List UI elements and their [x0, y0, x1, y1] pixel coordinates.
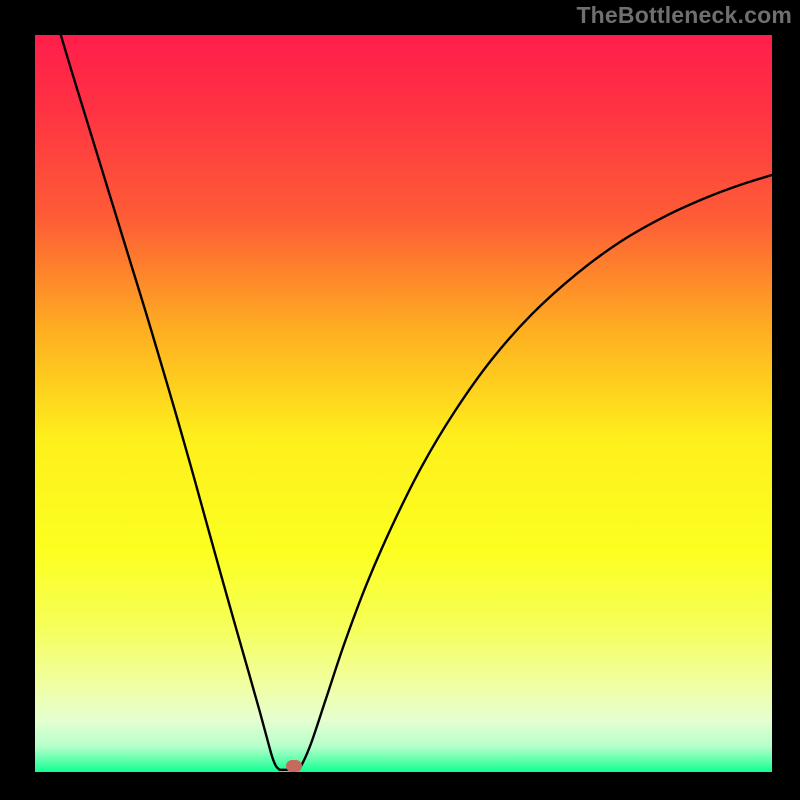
watermark-text: TheBottleneck.com: [576, 2, 792, 29]
plot-area: [35, 35, 772, 772]
curve-left-branch: [61, 35, 280, 770]
curve-right-branch: [297, 175, 772, 770]
chart-container: TheBottleneck.com: [0, 0, 800, 800]
optimal-point-marker: [286, 760, 302, 772]
bottleneck-curve: [35, 35, 772, 772]
